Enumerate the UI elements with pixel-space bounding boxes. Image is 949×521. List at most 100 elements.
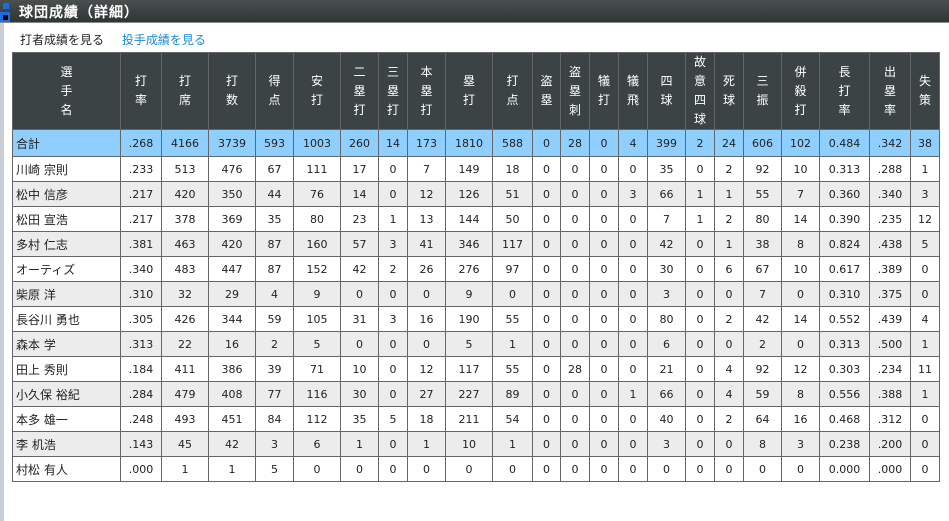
stat-cell: .500 xyxy=(869,331,911,357)
stat-cell: 0.238 xyxy=(819,431,870,457)
column-header: 塁打 xyxy=(445,52,493,130)
stat-cell: 0 xyxy=(618,331,648,357)
stat-cell: 0 xyxy=(618,256,648,282)
stat-cell: 6 xyxy=(647,331,686,357)
stat-cell: 513 xyxy=(161,156,209,182)
stat-cell: 76 xyxy=(293,181,341,207)
stat-cell: 116 xyxy=(293,381,341,407)
stat-cell: 0 xyxy=(532,306,561,332)
stat-cell: 80 xyxy=(743,206,782,232)
stat-cell: .235 xyxy=(869,206,911,232)
column-header-label: 選手名 xyxy=(60,64,73,117)
stat-cell: 0 xyxy=(378,181,408,207)
stat-cell: 12 xyxy=(781,356,820,382)
stat-cell: 0 xyxy=(685,256,715,282)
stat-cell: 14 xyxy=(781,306,820,332)
stat-cell: 426 xyxy=(161,306,209,332)
stat-cell: 0 xyxy=(532,406,561,432)
table-row: 本多 雄一 .248 493 451 84 112 35 5 18 211 54 0 0 0 0 40 0 2 64… xyxy=(12,406,940,432)
column-header: 三振 xyxy=(743,52,782,130)
table-row: 李 机浩 .143 45 42 3 6 1 0 1 10 1 0 0 0 0 3 0 0 8 3 0.238.200 0 xyxy=(12,431,940,457)
stat-cell: 3 xyxy=(647,431,686,457)
pitching-stats-link[interactable]: 投手成績を見る xyxy=(121,33,206,47)
stat-cell: 483 xyxy=(161,256,209,282)
stat-cell: 1 xyxy=(714,231,744,257)
column-header: 四球 xyxy=(647,52,686,130)
stat-cell: .217 xyxy=(120,181,162,207)
stat-cell: 0 xyxy=(685,356,715,382)
stat-cell: .268 xyxy=(120,129,162,157)
stat-cell: 50 xyxy=(492,206,533,232)
total-row: 合計 .268 4166 3739 593 1003 260 14 173 1810 588 0 28 0… xyxy=(12,129,940,157)
stat-cell: 149 xyxy=(445,156,493,182)
stat-cell: 5 xyxy=(445,331,493,357)
column-header-label: 犠打 xyxy=(597,74,610,107)
stat-cell: .217 xyxy=(120,206,162,232)
stat-cell: 42 xyxy=(208,431,256,457)
stat-cell: .284 xyxy=(120,381,162,407)
stat-cell: 5 xyxy=(293,331,341,357)
stat-cell: 0 xyxy=(340,331,379,357)
player-name-cell: 森本 学 xyxy=(12,331,121,357)
stat-cell: 0.360 xyxy=(819,181,870,207)
column-header: 本塁打 xyxy=(407,52,446,130)
stat-cell: 451 xyxy=(208,406,256,432)
stat-cell: 0 xyxy=(589,406,619,432)
stat-cell: 1 xyxy=(618,381,648,407)
stat-cell: 606 xyxy=(743,129,782,157)
stat-cell: .248 xyxy=(120,406,162,432)
stat-cell: 0 xyxy=(532,381,561,407)
stat-cell: 0 xyxy=(532,431,561,457)
stat-cell: 4166 xyxy=(161,129,209,157)
stat-cell: 160 xyxy=(293,231,341,257)
stat-cell: 3 xyxy=(647,281,686,307)
stat-cell: 14 xyxy=(378,129,408,157)
stat-cell: 1 xyxy=(685,181,715,207)
stat-cell: 0 xyxy=(340,456,379,482)
stat-cell: 593 xyxy=(255,129,294,157)
stat-cell: 0 xyxy=(560,406,590,432)
column-header-label: 犠飛 xyxy=(626,74,639,107)
stat-cell: 16 xyxy=(407,306,446,332)
stat-cell: 386 xyxy=(208,356,256,382)
table-row: 長谷川 勇也 .305 426 344 59 105 31 3 16 190 55 0 0 0 0 80 0 2 4… xyxy=(12,306,940,332)
stat-cell: 399 xyxy=(647,129,686,157)
stat-cell: 0 xyxy=(560,381,590,407)
stat-cell: 0 xyxy=(618,206,648,232)
stat-cell: 42 xyxy=(743,306,782,332)
stat-cell: 10 xyxy=(781,256,820,282)
stat-cell: 344 xyxy=(208,306,256,332)
stat-cell: 0 xyxy=(910,256,940,282)
stat-cell: .305 xyxy=(120,306,162,332)
stat-cell: 14 xyxy=(781,206,820,232)
column-header: 打数 xyxy=(208,52,256,130)
stat-cell: 71 xyxy=(293,356,341,382)
stat-cell: 10 xyxy=(781,156,820,182)
column-header-label: 故意四球 xyxy=(693,55,706,126)
stat-cell: 9 xyxy=(293,281,341,307)
stat-cell: 27 xyxy=(407,381,446,407)
stat-cell: 0 xyxy=(685,231,715,257)
stat-cell: 0 xyxy=(781,456,820,482)
stat-cell: 57 xyxy=(340,231,379,257)
table-row: 松田 宣浩 .217 378 369 35 80 23 1 13 144 50 0 0 0 0 7 1 2 80 14… xyxy=(12,206,940,232)
player-name-cell: 柴原 洋 xyxy=(12,281,121,307)
stat-cell: 0 xyxy=(532,331,561,357)
stat-cell: 378 xyxy=(161,206,209,232)
player-name-cell: 松田 宣浩 xyxy=(12,206,121,232)
title-square-icon xyxy=(3,3,9,9)
column-header-label: 出塁率 xyxy=(883,64,896,117)
stat-cell: 1 xyxy=(910,156,940,182)
stat-cell: 0 xyxy=(589,431,619,457)
stat-cell: 1 xyxy=(714,181,744,207)
stat-cell: 12 xyxy=(910,206,940,232)
stat-cell: 0 xyxy=(589,129,619,157)
stat-cell: 0.303 xyxy=(819,356,870,382)
stat-cell: 35 xyxy=(255,206,294,232)
stat-cell: 0 xyxy=(685,381,715,407)
column-header: 打席 xyxy=(161,52,209,130)
stat-cell: 0 xyxy=(532,206,561,232)
stat-cell: 29 xyxy=(208,281,256,307)
stat-cell: 1 xyxy=(910,331,940,357)
stat-cell: 38 xyxy=(910,129,940,157)
